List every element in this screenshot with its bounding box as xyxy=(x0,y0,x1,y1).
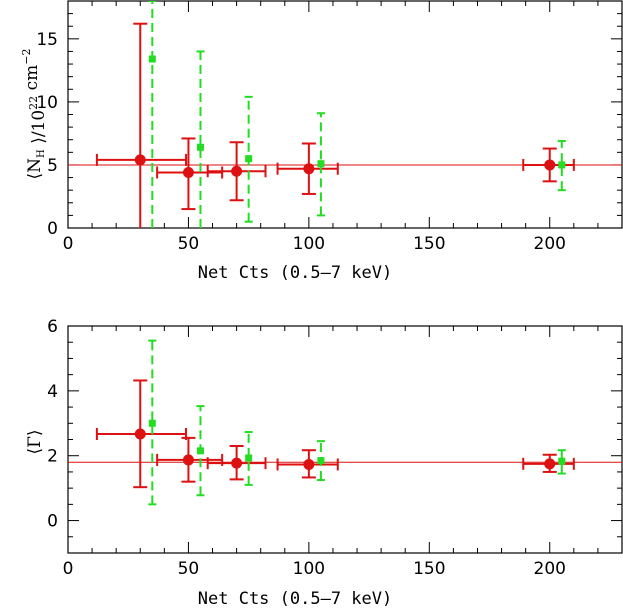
x-axis-title: Net Cts (0.5–7 keV) xyxy=(198,589,392,609)
y-tick-label: 2 xyxy=(47,447,58,467)
nh-panel: 0 50 100 150 200 0 5 10 15 Net Cts (0.5–7 keV) ⟨NH… xyxy=(20,0,623,283)
data-point xyxy=(303,458,315,470)
x-tick-label: 50 xyxy=(178,234,200,254)
y-title-text: cm xyxy=(22,65,42,96)
y-tick-label: 0 xyxy=(47,219,58,239)
x-tick-label: 100 xyxy=(293,234,325,254)
data-point xyxy=(303,163,315,175)
y-tick-label: 5 xyxy=(47,156,58,176)
data-point xyxy=(196,143,204,151)
data-point xyxy=(558,161,566,169)
data-point xyxy=(317,160,325,168)
x-tick-label: 150 xyxy=(413,234,445,254)
plot-frame xyxy=(67,325,623,554)
data-point xyxy=(231,457,243,469)
data-point xyxy=(544,159,556,171)
y-title-superscript: −2 xyxy=(20,49,33,65)
y-title-superscript: 22 xyxy=(27,96,40,110)
green-series xyxy=(148,339,566,506)
data-point xyxy=(148,419,156,427)
data-point xyxy=(134,428,146,440)
data-point xyxy=(182,167,194,179)
x-tick-label: 50 xyxy=(178,559,200,579)
data-point xyxy=(231,165,243,177)
y-tick-label: 0 xyxy=(47,512,58,532)
y-title-subscript: H xyxy=(36,149,47,158)
y-axis-title: ⟨Γ⟩ xyxy=(25,429,45,454)
x-tick-label: 0 xyxy=(63,234,74,254)
data-point xyxy=(245,454,253,462)
data-point xyxy=(196,447,204,455)
data-point xyxy=(544,458,556,470)
x-tick-label: 200 xyxy=(534,559,566,579)
x-tick-label: 200 xyxy=(534,234,566,254)
x-axis-title: Net Cts (0.5–7 keV) xyxy=(198,263,392,283)
y-axis-title: ⟨NH ⟩/1022 cm−2 xyxy=(20,49,49,180)
gamma-panel: 0 50 100 150 200 0 2 4 6 Net Cts (0.5–7 keV) ⟨Γ⟩ xyxy=(25,317,623,609)
plot-area xyxy=(68,339,622,506)
green-series xyxy=(148,1,566,228)
y-tick-label: 10 xyxy=(36,93,58,113)
data-point xyxy=(134,154,146,166)
x-tick-label: 150 xyxy=(413,559,445,579)
x-tick-label: 0 xyxy=(63,559,74,579)
y-tick-label: 4 xyxy=(47,382,58,402)
data-point xyxy=(245,155,253,163)
data-point xyxy=(317,457,325,465)
red-series xyxy=(95,22,575,228)
data-point xyxy=(558,457,566,465)
red-series xyxy=(95,379,575,489)
plot-area xyxy=(68,1,622,228)
y-tick-label: 15 xyxy=(36,30,58,50)
y-title-text: ⟨N xyxy=(25,158,45,180)
data-point xyxy=(148,55,156,63)
data-point xyxy=(182,454,194,466)
y-title-text: ⟩/10 xyxy=(29,110,49,149)
plot-frame xyxy=(67,0,623,229)
x-tick-label: 100 xyxy=(293,559,325,579)
y-tick-label: 6 xyxy=(47,317,58,337)
